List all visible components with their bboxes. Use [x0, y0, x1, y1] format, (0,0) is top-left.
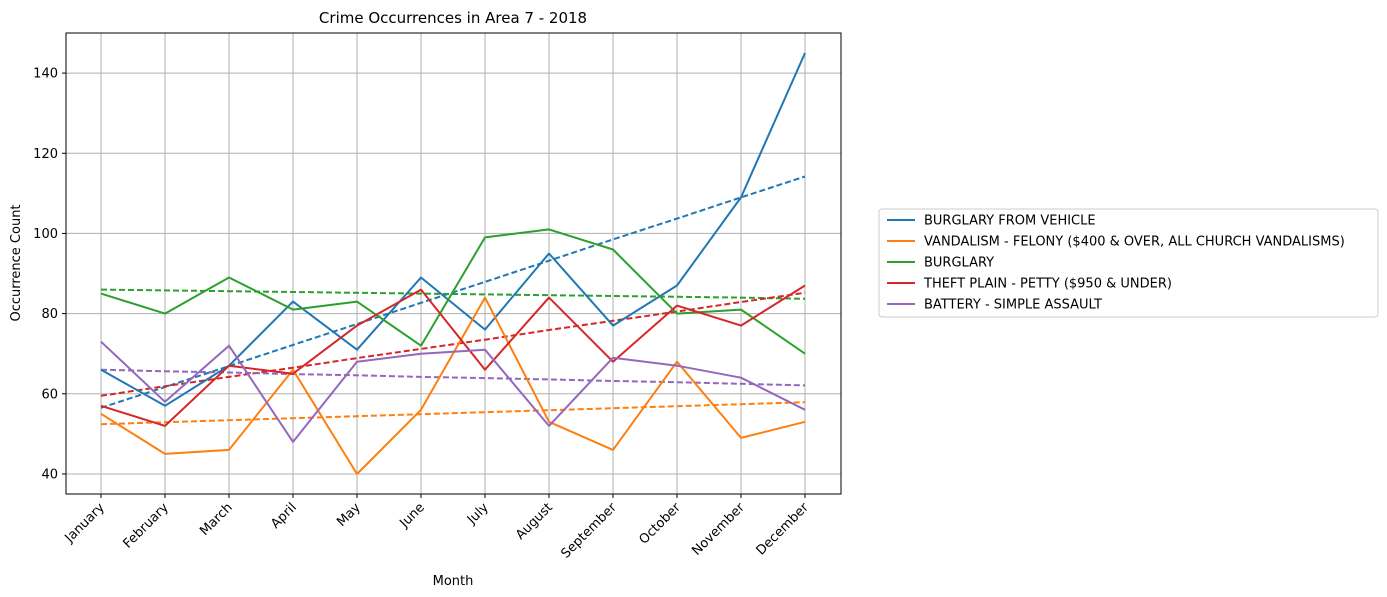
legend-label: BURGLARY FROM VEHICLE: [924, 214, 1096, 229]
x-axis-title: Month: [433, 574, 474, 589]
y-tick-label: 140: [33, 67, 58, 82]
series-line: [100, 228, 806, 355]
legend-label: THEFT PLAIN - PETTY ($950 & UNDER): [923, 277, 1172, 292]
chart-title: Crime Occurrences in Area 7 - 2018: [319, 9, 587, 27]
series-line: [100, 296, 806, 475]
y-tick-label: 80: [41, 307, 58, 322]
series-line: [100, 284, 806, 427]
plot-frame: [65, 32, 842, 495]
trend-line: [100, 401, 806, 426]
y-tick-label: 40: [41, 467, 58, 482]
y-tick-label: 120: [33, 147, 58, 162]
trend-line: [100, 291, 806, 397]
series-line: [100, 52, 806, 407]
legend-label: VANDALISM - FELONY ($400 & OVER, ALL CHU…: [924, 235, 1345, 250]
y-tick-label: 60: [41, 387, 58, 402]
y-tick-label: 100: [33, 227, 58, 242]
trend-line: [100, 288, 806, 300]
series-line: [100, 340, 806, 443]
y-axis-title: Occurrence Count: [9, 204, 24, 321]
legend-label: BATTERY - SIMPLE ASSAULT: [924, 298, 1102, 313]
series-layer: [100, 52, 806, 475]
y-axis: 40 60 80 100 120 140: [33, 67, 66, 482]
legend-label: BURGLARY: [924, 256, 994, 271]
legend-box: [878, 208, 1379, 318]
legend: BURGLARY FROM VEHICLE VANDALISM - FELONY …: [878, 208, 1379, 318]
